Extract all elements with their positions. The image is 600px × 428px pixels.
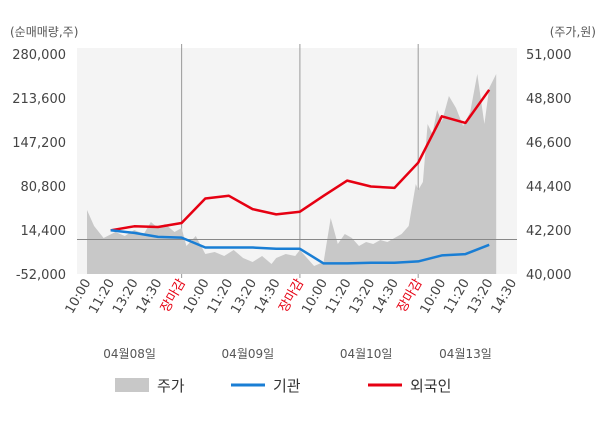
left-tick-label: 14,400 [21, 224, 67, 239]
legend-price-swatch [115, 378, 149, 392]
date-label: 04월13일 [439, 347, 492, 361]
left-axis-ticks: 280,000 213,600 147,200 80,800 14,400 -52,000 [12, 48, 66, 283]
date-label: 04월10일 [340, 347, 393, 361]
left-tick-label: 80,800 [21, 180, 67, 195]
right-tick-label: 42,200 [526, 224, 572, 239]
left-tick-label: -52,000 [16, 268, 66, 283]
left-tick-label: 147,200 [12, 136, 66, 151]
date-label: 04월09일 [222, 347, 275, 361]
left-tick-label: 213,600 [12, 92, 66, 107]
institution-line [110, 229, 490, 265]
foreign-line [110, 89, 491, 232]
right-tick-label: 48,800 [526, 92, 572, 107]
line-series [110, 89, 491, 265]
legend: 주가 기관 외국인 [115, 377, 451, 395]
left-tick-label: 280,000 [12, 48, 66, 63]
left-unit-label: (순매매량,주) [10, 25, 78, 39]
date-labels: 04월08일 04월09일 04월10일 04월13일 [103, 347, 492, 361]
legend-institution-label: 기관 [273, 377, 301, 395]
right-axis-ticks: 51,000 48,800 46,600 44,400 42,200 40,000 [526, 48, 572, 283]
legend-price-label: 주가 [157, 377, 185, 395]
legend-foreign-label: 외국인 [410, 377, 451, 395]
right-tick-label: 44,400 [526, 180, 572, 195]
right-tick-label: 40,000 [526, 268, 572, 283]
right-tick-label: 46,600 [526, 136, 572, 151]
right-unit-label: (주가,원) [550, 25, 596, 39]
right-tick-label: 51,000 [526, 48, 572, 63]
x-axis-ticks: 10:0011:2013:2014:30장마감10:0011:2013:2014… [63, 276, 521, 316]
date-label: 04월08일 [103, 347, 156, 361]
